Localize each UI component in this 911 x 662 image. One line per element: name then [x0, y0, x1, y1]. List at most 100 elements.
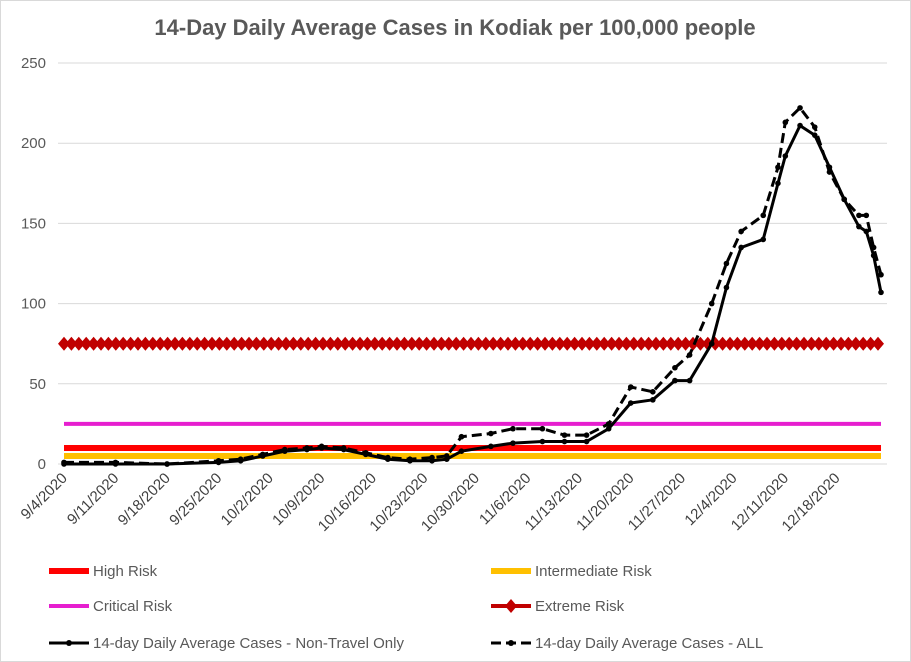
extreme-risk-marker [842, 336, 855, 351]
data-point [760, 236, 767, 243]
extreme-risk-marker [146, 336, 159, 351]
data-point [510, 425, 516, 432]
series-non-travel-line [64, 124, 883, 466]
extreme-risk-marker [161, 336, 174, 351]
x-tick-label: 10/2/2020 [218, 470, 277, 529]
data-point [61, 459, 67, 466]
data-point [723, 260, 730, 267]
extreme-risk-marker [405, 336, 418, 351]
extreme-risk-marker [198, 336, 211, 351]
extreme-risk-marker [220, 336, 233, 351]
extreme-risk-marker [835, 336, 847, 351]
data-point [708, 300, 715, 307]
extreme-risk-marker [450, 336, 463, 351]
extreme-risk-marker [731, 336, 744, 351]
extreme-risk-marker [539, 336, 551, 351]
data-point [407, 456, 413, 462]
data-point [539, 438, 546, 445]
data-point [775, 164, 781, 171]
extreme-risk-marker [280, 336, 292, 351]
extreme-risk-marker [257, 336, 270, 351]
extreme-risk-marker [324, 336, 337, 351]
data-point [627, 400, 634, 406]
data-point [738, 228, 744, 235]
data-point [583, 432, 590, 438]
extreme-risk-marker [124, 336, 137, 351]
data-point [340, 445, 347, 451]
extreme-risk-marker [420, 336, 433, 351]
y-tick-label: 250 [21, 55, 46, 72]
extreme-risk-marker [590, 336, 603, 351]
extreme-risk-marker [58, 336, 70, 351]
data-point [856, 212, 862, 219]
extreme-risk-marker [753, 336, 766, 351]
data-point [738, 244, 744, 251]
data-point [215, 457, 222, 464]
y-tick-label: 50 [29, 376, 46, 393]
extreme-risk-marker [479, 336, 492, 351]
data-point [458, 433, 465, 440]
extreme-risk-marker [805, 336, 818, 351]
extreme-risk-marker [132, 336, 144, 351]
legend-label: Critical Risk [93, 598, 173, 615]
data-point [782, 153, 789, 159]
y-tick-label: 100 [21, 296, 46, 313]
gridlines [58, 62, 887, 465]
data-point [282, 446, 288, 453]
data-point [458, 448, 465, 454]
extreme-risk-marker [664, 336, 677, 351]
data-point [878, 289, 884, 296]
data-point [385, 454, 391, 461]
extreme-risk-marker [553, 336, 566, 351]
extreme-risk-marker [849, 336, 862, 351]
extreme-risk-marker [368, 336, 381, 351]
extreme-risk-marker [472, 336, 485, 351]
extreme-risk-marker [613, 336, 625, 351]
extreme-risk-marker [864, 336, 877, 351]
extreme-risk-marker [724, 336, 736, 351]
extreme-risk-marker [117, 336, 130, 351]
legend-label: 14-day Daily Average Cases - Non-Travel … [93, 635, 404, 652]
data-point [686, 377, 693, 384]
legend-item: Intermediate Risk [491, 563, 652, 580]
data-point [797, 122, 803, 129]
extreme-risk-marker [457, 336, 470, 351]
y-tick-label: 150 [21, 215, 46, 232]
extreme-risk-marker [872, 336, 884, 351]
extreme-risk-marker [228, 336, 241, 351]
extreme-risk-marker [398, 336, 411, 351]
data-point [561, 432, 568, 438]
extreme-risk-marker [65, 336, 78, 351]
extreme-risk-marker [761, 336, 773, 351]
legend-marker [66, 640, 72, 646]
extreme-risk-marker [294, 336, 307, 351]
legend-item: High Risk [49, 563, 158, 580]
extreme-risk-marker [169, 336, 181, 351]
extreme-risk-marker [620, 336, 633, 351]
data-point [362, 449, 369, 456]
extreme-risk-marker [154, 336, 167, 351]
extreme-risk-marker [516, 336, 529, 351]
extreme-risk-marker [87, 336, 100, 351]
series-all-line [64, 106, 883, 466]
extreme-risk-marker [80, 336, 93, 351]
extreme-risk-marker [672, 336, 685, 351]
x-tick-label: 9/11/2020 [64, 470, 122, 528]
data-point [605, 425, 612, 432]
data-point [488, 443, 494, 450]
extreme-risk-marker [361, 336, 374, 351]
extreme-risk-marker [102, 336, 115, 351]
y-axis-ticks: 0 50 100 150 200 250 [21, 55, 46, 473]
extreme-risk-marker [524, 336, 537, 351]
data-point [164, 461, 170, 467]
data-point [775, 180, 781, 187]
data-point [672, 364, 678, 371]
legend-label: 14-day Daily Average Cases - ALL [535, 635, 763, 652]
extreme-risk-marker [635, 336, 648, 351]
data-point [863, 228, 870, 235]
extreme-risk-marker [502, 336, 514, 351]
legend-item: Extreme Risk [491, 598, 625, 615]
data-point [650, 389, 656, 395]
data-point [811, 132, 818, 138]
